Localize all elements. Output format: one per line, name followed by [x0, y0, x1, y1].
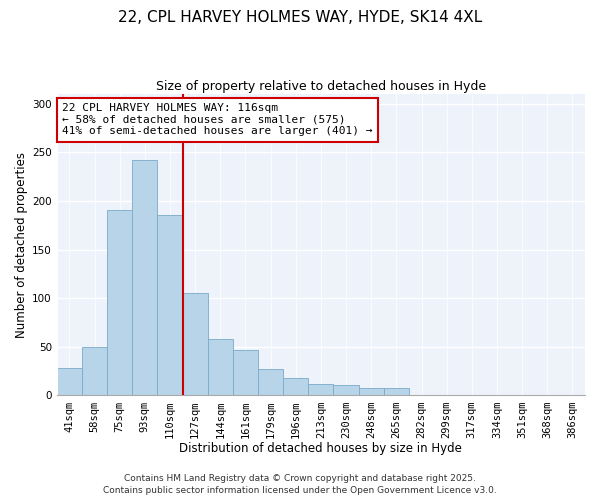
- Bar: [57, 368, 82, 396]
- Title: Size of property relative to detached houses in Hyde: Size of property relative to detached ho…: [156, 80, 486, 93]
- Text: 22 CPL HARVEY HOLMES WAY: 116sqm
← 58% of detached houses are smaller (575)
41% : 22 CPL HARVEY HOLMES WAY: 116sqm ← 58% o…: [62, 103, 373, 136]
- Bar: [384, 388, 409, 396]
- Y-axis label: Number of detached properties: Number of detached properties: [15, 152, 28, 338]
- Bar: [283, 378, 308, 396]
- Bar: [157, 214, 182, 396]
- Bar: [484, 394, 509, 396]
- Bar: [182, 294, 208, 396]
- Text: Contains HM Land Registry data © Crown copyright and database right 2025.
Contai: Contains HM Land Registry data © Crown c…: [103, 474, 497, 495]
- Bar: [334, 385, 359, 396]
- Bar: [107, 210, 132, 396]
- Bar: [560, 394, 585, 396]
- Bar: [233, 350, 258, 396]
- Bar: [359, 388, 384, 396]
- Text: 22, CPL HARVEY HOLMES WAY, HYDE, SK14 4XL: 22, CPL HARVEY HOLMES WAY, HYDE, SK14 4X…: [118, 10, 482, 25]
- X-axis label: Distribution of detached houses by size in Hyde: Distribution of detached houses by size …: [179, 442, 463, 455]
- Bar: [82, 347, 107, 396]
- Bar: [258, 369, 283, 396]
- Bar: [132, 160, 157, 396]
- Bar: [208, 339, 233, 396]
- Bar: [308, 384, 334, 396]
